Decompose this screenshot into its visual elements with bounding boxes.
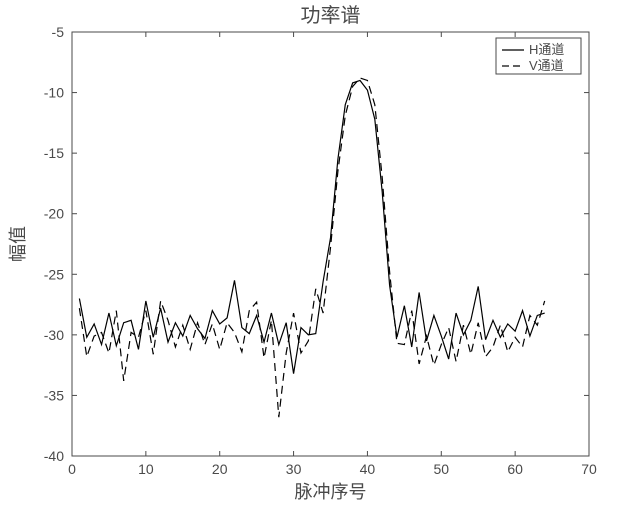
legend-label-1: V通道 (529, 58, 564, 73)
y-tick-label: -20 (44, 206, 64, 222)
x-tick-label: 20 (212, 461, 228, 477)
x-tick-label: 0 (68, 461, 76, 477)
x-tick-label: 60 (507, 461, 523, 477)
y-tick-label: -35 (44, 387, 64, 403)
legend: H通道V通道 (496, 38, 581, 74)
x-tick-label: 10 (138, 461, 154, 477)
legend-label-0: H通道 (529, 42, 564, 57)
x-tick-label: 50 (433, 461, 449, 477)
x-tick-label: 70 (581, 461, 597, 477)
y-tick-label: -15 (44, 145, 64, 161)
x-tick-label: 40 (360, 461, 376, 477)
y-tick-label: -10 (44, 85, 64, 101)
y-tick-label: -5 (52, 24, 65, 40)
y-tick-label: -25 (44, 266, 64, 282)
chart-container: 0 10 20 30 40 50 60 70 -40 -35 -30 -25 -20 -15 -10 -5 功率… (0, 0, 617, 517)
chart-title: 功率谱 (301, 4, 361, 27)
y-tick-label: -40 (44, 448, 64, 464)
y-tick-label: -30 (44, 327, 64, 343)
chart-bg (0, 0, 617, 517)
x-tick-label: 30 (286, 461, 302, 477)
power-spectrum-chart: 0 10 20 30 40 50 60 70 -40 -35 -30 -25 -20 -15 -10 -5 功率… (0, 0, 617, 517)
y-axis-label: 幅值 (8, 226, 28, 262)
x-axis-label: 脉冲序号 (295, 482, 367, 502)
